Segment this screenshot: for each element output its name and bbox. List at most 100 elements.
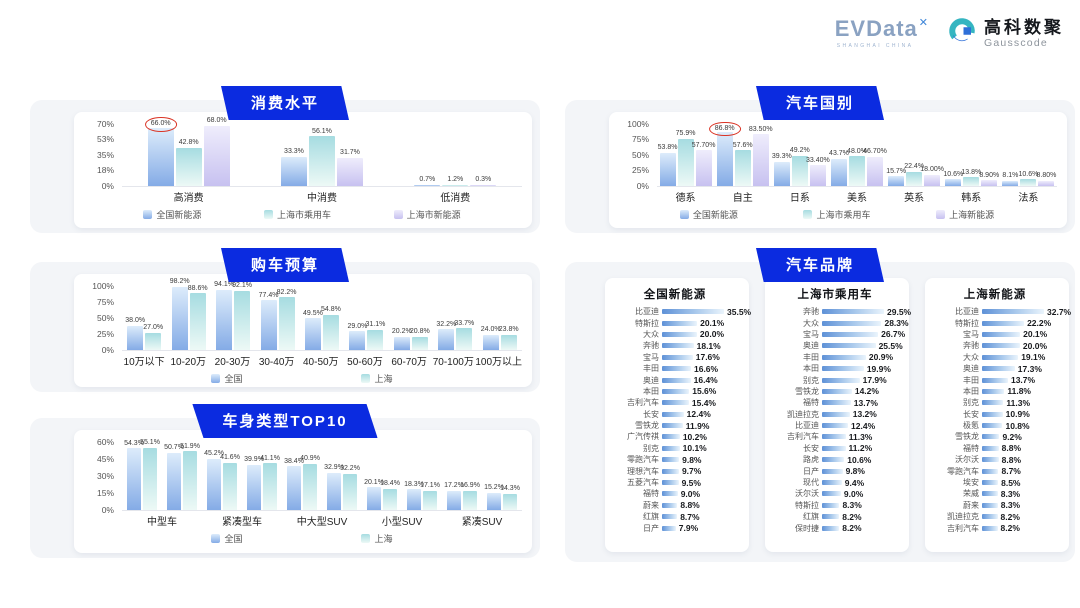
bar: 92.1% (232, 282, 252, 350)
category-label: 50-60万 (347, 357, 383, 368)
brand-row: 奔驰 18.1% (607, 340, 743, 351)
brand-name: 日产 (643, 523, 659, 533)
brand-bar (662, 502, 678, 508)
bar-value-label: 8.80% (1036, 171, 1057, 179)
brand-name: 奔驰 (963, 341, 979, 351)
bar: 51.9% (180, 443, 200, 510)
brand-row: 埃安 8.5% (927, 477, 1063, 488)
circled-annotation: 86.8% (708, 121, 741, 137)
bar: 75.9% (676, 130, 695, 186)
legend: 全国 上海 (82, 372, 522, 385)
brand-value: 9.7% (681, 466, 702, 477)
bar-value-label: 51.9% (180, 442, 200, 450)
bar: 57.6% (733, 142, 753, 186)
bar-group: 38.0% 27.0% (122, 317, 166, 350)
bar: 54.8% (321, 306, 341, 350)
category-label: 高消费 (173, 193, 204, 204)
brand-bar (662, 468, 679, 474)
brand-value: 20.1% (1023, 329, 1048, 340)
brand-name: 沃尔沃 (795, 489, 819, 499)
bar: 32.2% (340, 465, 360, 510)
brand-row: 奥迪 16.4% (607, 374, 743, 385)
brand-bar (982, 525, 998, 531)
y-tick-label: 50% (631, 149, 649, 160)
legend-swatch-icon (263, 210, 273, 219)
gausscode-logo: 高科数聚 Gausscode (947, 16, 1064, 51)
category-label: 中消费 (306, 193, 337, 204)
y-tick-label: 100% (627, 119, 649, 129)
brand-value: 11.2% (848, 443, 873, 454)
bar: 68.0% (203, 117, 230, 186)
brand-value: 10.8% (1005, 420, 1030, 431)
category-labels: 德系 自主 日系 美系 英系 韩系 法系 (657, 189, 1057, 204)
bar-group: 33.3% 56.1% 31.7% (255, 128, 388, 186)
bar-value-label: 22.4% (904, 163, 925, 171)
bar: 0.7% (414, 176, 441, 186)
y-tick-label: 18% (96, 165, 114, 176)
evdata-wordmark: EVData✕ (835, 18, 929, 40)
brand-value: 20.9% (868, 352, 894, 363)
bar: 55.1% (140, 439, 160, 510)
panel-country: 汽车国别 100% 75% 50% 25% 0% 53.8% 75.9% 57.70% 86.… (565, 86, 1075, 233)
brand-value: 25.5% (878, 340, 903, 351)
plot-area: 66.0% 42.8% 68.0% 33.3% 56.1% 31.7% 0.7% 1.2% 0.… (122, 116, 522, 187)
y-tick-label: 0% (636, 180, 649, 191)
legend-label: 全国 (224, 534, 243, 544)
bar: 17.1% (420, 482, 440, 510)
circled-annotation: 66.0% (144, 116, 177, 132)
brand-value: 29.5% (887, 306, 912, 317)
y-tick-label: 75% (631, 134, 649, 145)
bar-value-label: 13.8% (961, 168, 982, 176)
brand-name: 埃安 (963, 478, 979, 488)
legend-item: 全国 (211, 532, 243, 545)
brand-bar (822, 320, 882, 326)
brand-value: 13.7% (853, 397, 878, 408)
category-label: 10-20万 (170, 357, 207, 368)
bar-group: 17.2% 16.9% (442, 482, 482, 510)
bar-value-label: 68.0% (206, 117, 227, 125)
brand-card-shanghai-passenger: 上海市乘用车 奔驰 29.5% 大众 28.3% 宝马 26.7% 奥迪 25.5% 丰田 20.… (765, 278, 912, 552)
brand-value: 8.7% (680, 511, 700, 522)
brand-bar (982, 331, 1021, 337)
bar: 39.9% (244, 456, 264, 510)
brand-row: 奥迪 25.5% (767, 340, 903, 351)
legend-swatch-icon (211, 374, 221, 383)
bar-value-label: 0.3% (475, 176, 492, 184)
legend-swatch-icon (393, 210, 403, 219)
brand-row: 本田 19.9% (767, 363, 903, 374)
brand-name: 丰田 (803, 352, 819, 362)
bar-value-label: 8.90% (979, 171, 1000, 179)
brand-name: 比亚迪 (795, 421, 819, 431)
brand-row: 比亚迪 35.5% (607, 306, 751, 317)
bar: 31.1% (365, 321, 385, 350)
brand-row: 宝马 20.1% (927, 329, 1063, 340)
evdata-x-icon: ✕ (918, 17, 929, 29)
brand-bar (662, 377, 691, 383)
y-tick-label: 100% (92, 281, 114, 291)
evdata-text: EVData (834, 16, 918, 41)
brand-name: 五菱汽车 (627, 478, 659, 488)
brand-bar (822, 445, 846, 451)
bar-value-label: 32.2% (340, 464, 360, 472)
brand-name: 比亚迪 (635, 307, 659, 317)
bar-group: 66.0% 42.8% 68.0% (122, 116, 255, 186)
brand-value: 11.3% (1006, 397, 1031, 408)
bar-value-label: 56.1% (312, 127, 332, 135)
brand-value: 12.4% (851, 420, 876, 431)
brand-row: 零跑汽车 8.7% (927, 465, 1063, 476)
category-label: 韩系 (961, 193, 982, 204)
bar: 20.8% (410, 328, 430, 350)
y-tick-label: 0% (101, 344, 114, 355)
brand-row: 现代 9.4% (767, 477, 903, 488)
brand-value: 9.5% (681, 477, 701, 488)
bar-value-label: 31.1% (365, 321, 386, 329)
brand-value: 10.1% (682, 443, 707, 454)
bar-value-label: 39.9% (244, 456, 264, 464)
brand-row: 吉利汽车 15.4% (607, 397, 743, 408)
bar-value-label: 14.3% (500, 485, 520, 493)
bar: 86.8% (708, 121, 741, 186)
bar: 10.6% (1018, 171, 1038, 186)
plot-area: 38.0% 27.0% 98.2% 88.6% 94.1% 92.1% 77.4% 82.2%… (122, 278, 522, 351)
bar-group: 32.9% 32.2% (322, 464, 362, 510)
brand-row: 本田 15.6% (607, 386, 743, 397)
